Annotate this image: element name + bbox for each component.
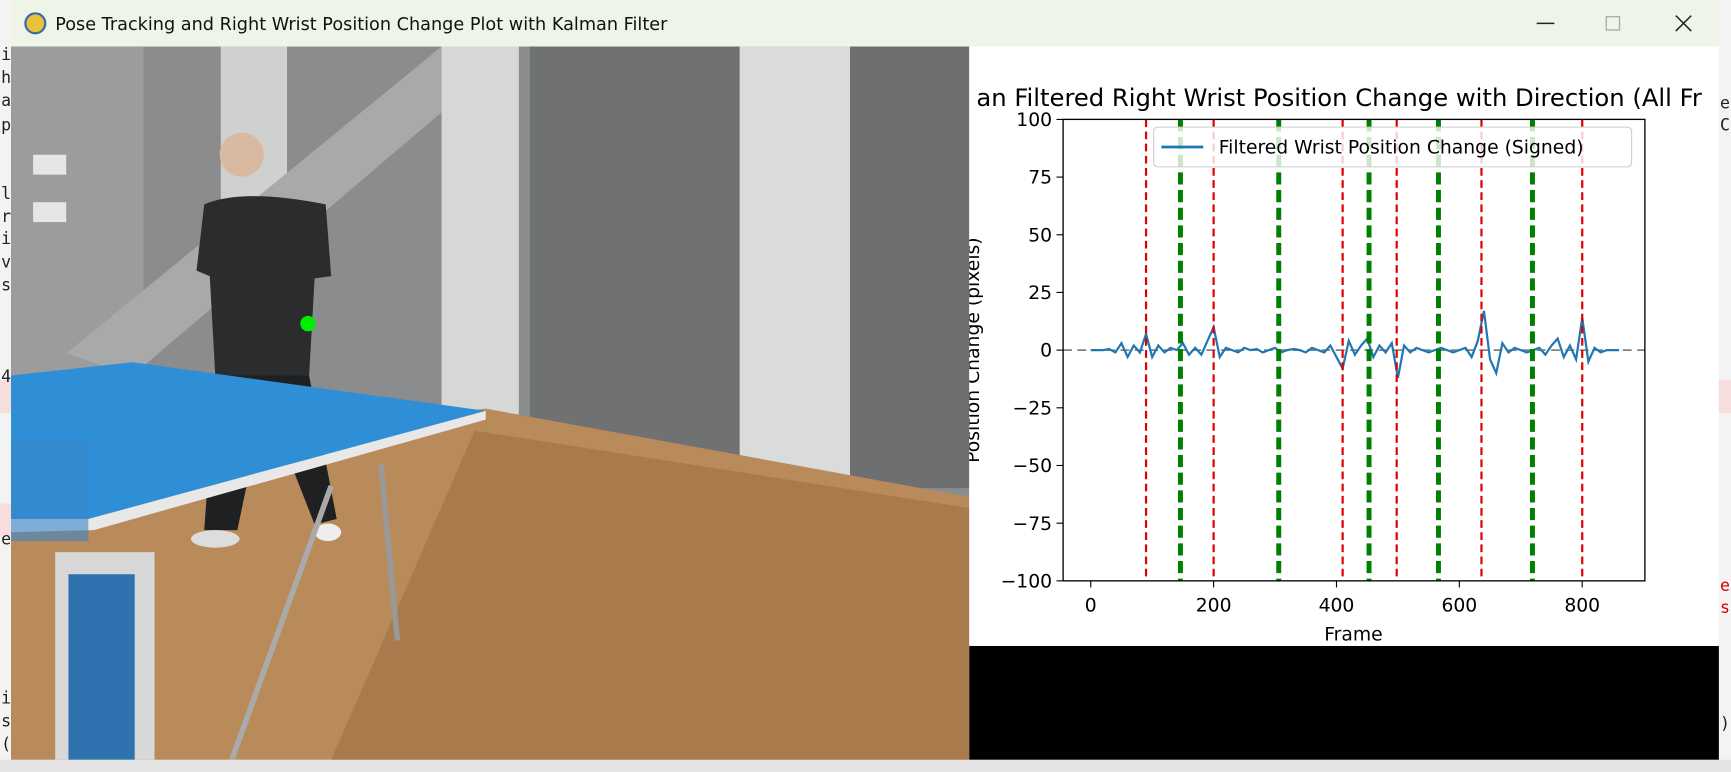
x-tick-label: 200 — [1196, 596, 1232, 617]
pillar — [739, 46, 851, 478]
table-top — [11, 362, 486, 520]
legend-box — [1153, 126, 1633, 168]
table-leg — [229, 484, 334, 760]
maximize-button[interactable] — [1605, 16, 1621, 31]
terminal-text: ) — [1720, 714, 1730, 733]
terminal-text: i — [1, 229, 11, 248]
y-tick-label: −75 — [1012, 514, 1052, 535]
highlight — [0, 379, 12, 414]
terminal-text: s — [1, 276, 11, 295]
terminal-text: C — [1720, 115, 1730, 134]
terminal-text: l — [1, 184, 11, 203]
legend: Filtered Wrist Position Change (Signed) — [1153, 126, 1633, 168]
shoe — [314, 523, 342, 542]
taskbar-edge — [0, 759, 1731, 772]
y-tick-label: 0 — [1040, 341, 1052, 362]
x-axis-label: Frame — [1324, 624, 1382, 645]
pillar — [441, 46, 519, 444]
shutter — [529, 46, 740, 455]
app-icon — [24, 12, 47, 35]
shutter — [850, 46, 970, 489]
head — [219, 132, 264, 177]
terminal-text: r — [1, 207, 11, 226]
terminal-text: i — [1, 45, 11, 64]
terminal-text: v — [1, 252, 11, 271]
x-tick-label: 600 — [1441, 596, 1477, 617]
terminal-text: e — [1, 529, 11, 548]
sign — [33, 202, 67, 223]
terminal-text: ( — [1, 735, 11, 754]
y-tick-label: −100 — [1001, 571, 1053, 592]
terminal-text: i — [1, 688, 11, 707]
title-bar — [11, 0, 1719, 47]
video-frame — [11, 46, 970, 760]
terminal-text: s — [1, 712, 11, 731]
y-tick-label: −50 — [1012, 456, 1052, 477]
chart-title: an Filtered Right Wrist Position Change … — [976, 83, 1701, 112]
highlight — [1718, 379, 1731, 414]
terminal-text: e — [1720, 93, 1730, 112]
axes-frame — [1062, 118, 1646, 582]
table-panel — [68, 574, 135, 760]
wrist-marker — [300, 315, 316, 332]
terminal-text: a — [1, 91, 11, 110]
terminal-text: e — [1720, 576, 1730, 595]
terminal-text: p — [1, 115, 11, 134]
y-tick-label: 100 — [1016, 110, 1052, 131]
table-leg — [378, 463, 401, 641]
terminal-text: 4 — [1, 367, 11, 386]
terminal-text: h — [1, 68, 11, 87]
x-tick-label: 400 — [1319, 596, 1355, 617]
y-tick-label: 25 — [1028, 283, 1052, 304]
net — [11, 441, 89, 542]
floor-shade — [331, 430, 970, 760]
chart: an Filtered Right Wrist Position Change … — [963, 83, 1702, 645]
highlight — [0, 503, 12, 537]
window-title: Pose Tracking and Right Wrist Position C… — [55, 15, 668, 35]
legend-label: Filtered Wrist Position Change (Signed) — [1219, 138, 1584, 159]
terminal-text: s — [1720, 598, 1730, 617]
x-tick-label: 0 — [1085, 596, 1097, 617]
black-area — [969, 645, 1719, 760]
close-button[interactable] — [1675, 15, 1692, 32]
torso — [196, 196, 332, 376]
y-tick-label: 75 — [1028, 168, 1052, 189]
y-tick-label: 50 — [1028, 225, 1052, 246]
y-axis-label: Position Change (pixels) — [963, 237, 984, 463]
shoe — [190, 530, 240, 548]
y-tick-label: −25 — [1012, 398, 1052, 419]
plot-area — [1063, 119, 1645, 581]
sign — [33, 154, 67, 175]
x-tick-label: 800 — [1564, 596, 1600, 617]
